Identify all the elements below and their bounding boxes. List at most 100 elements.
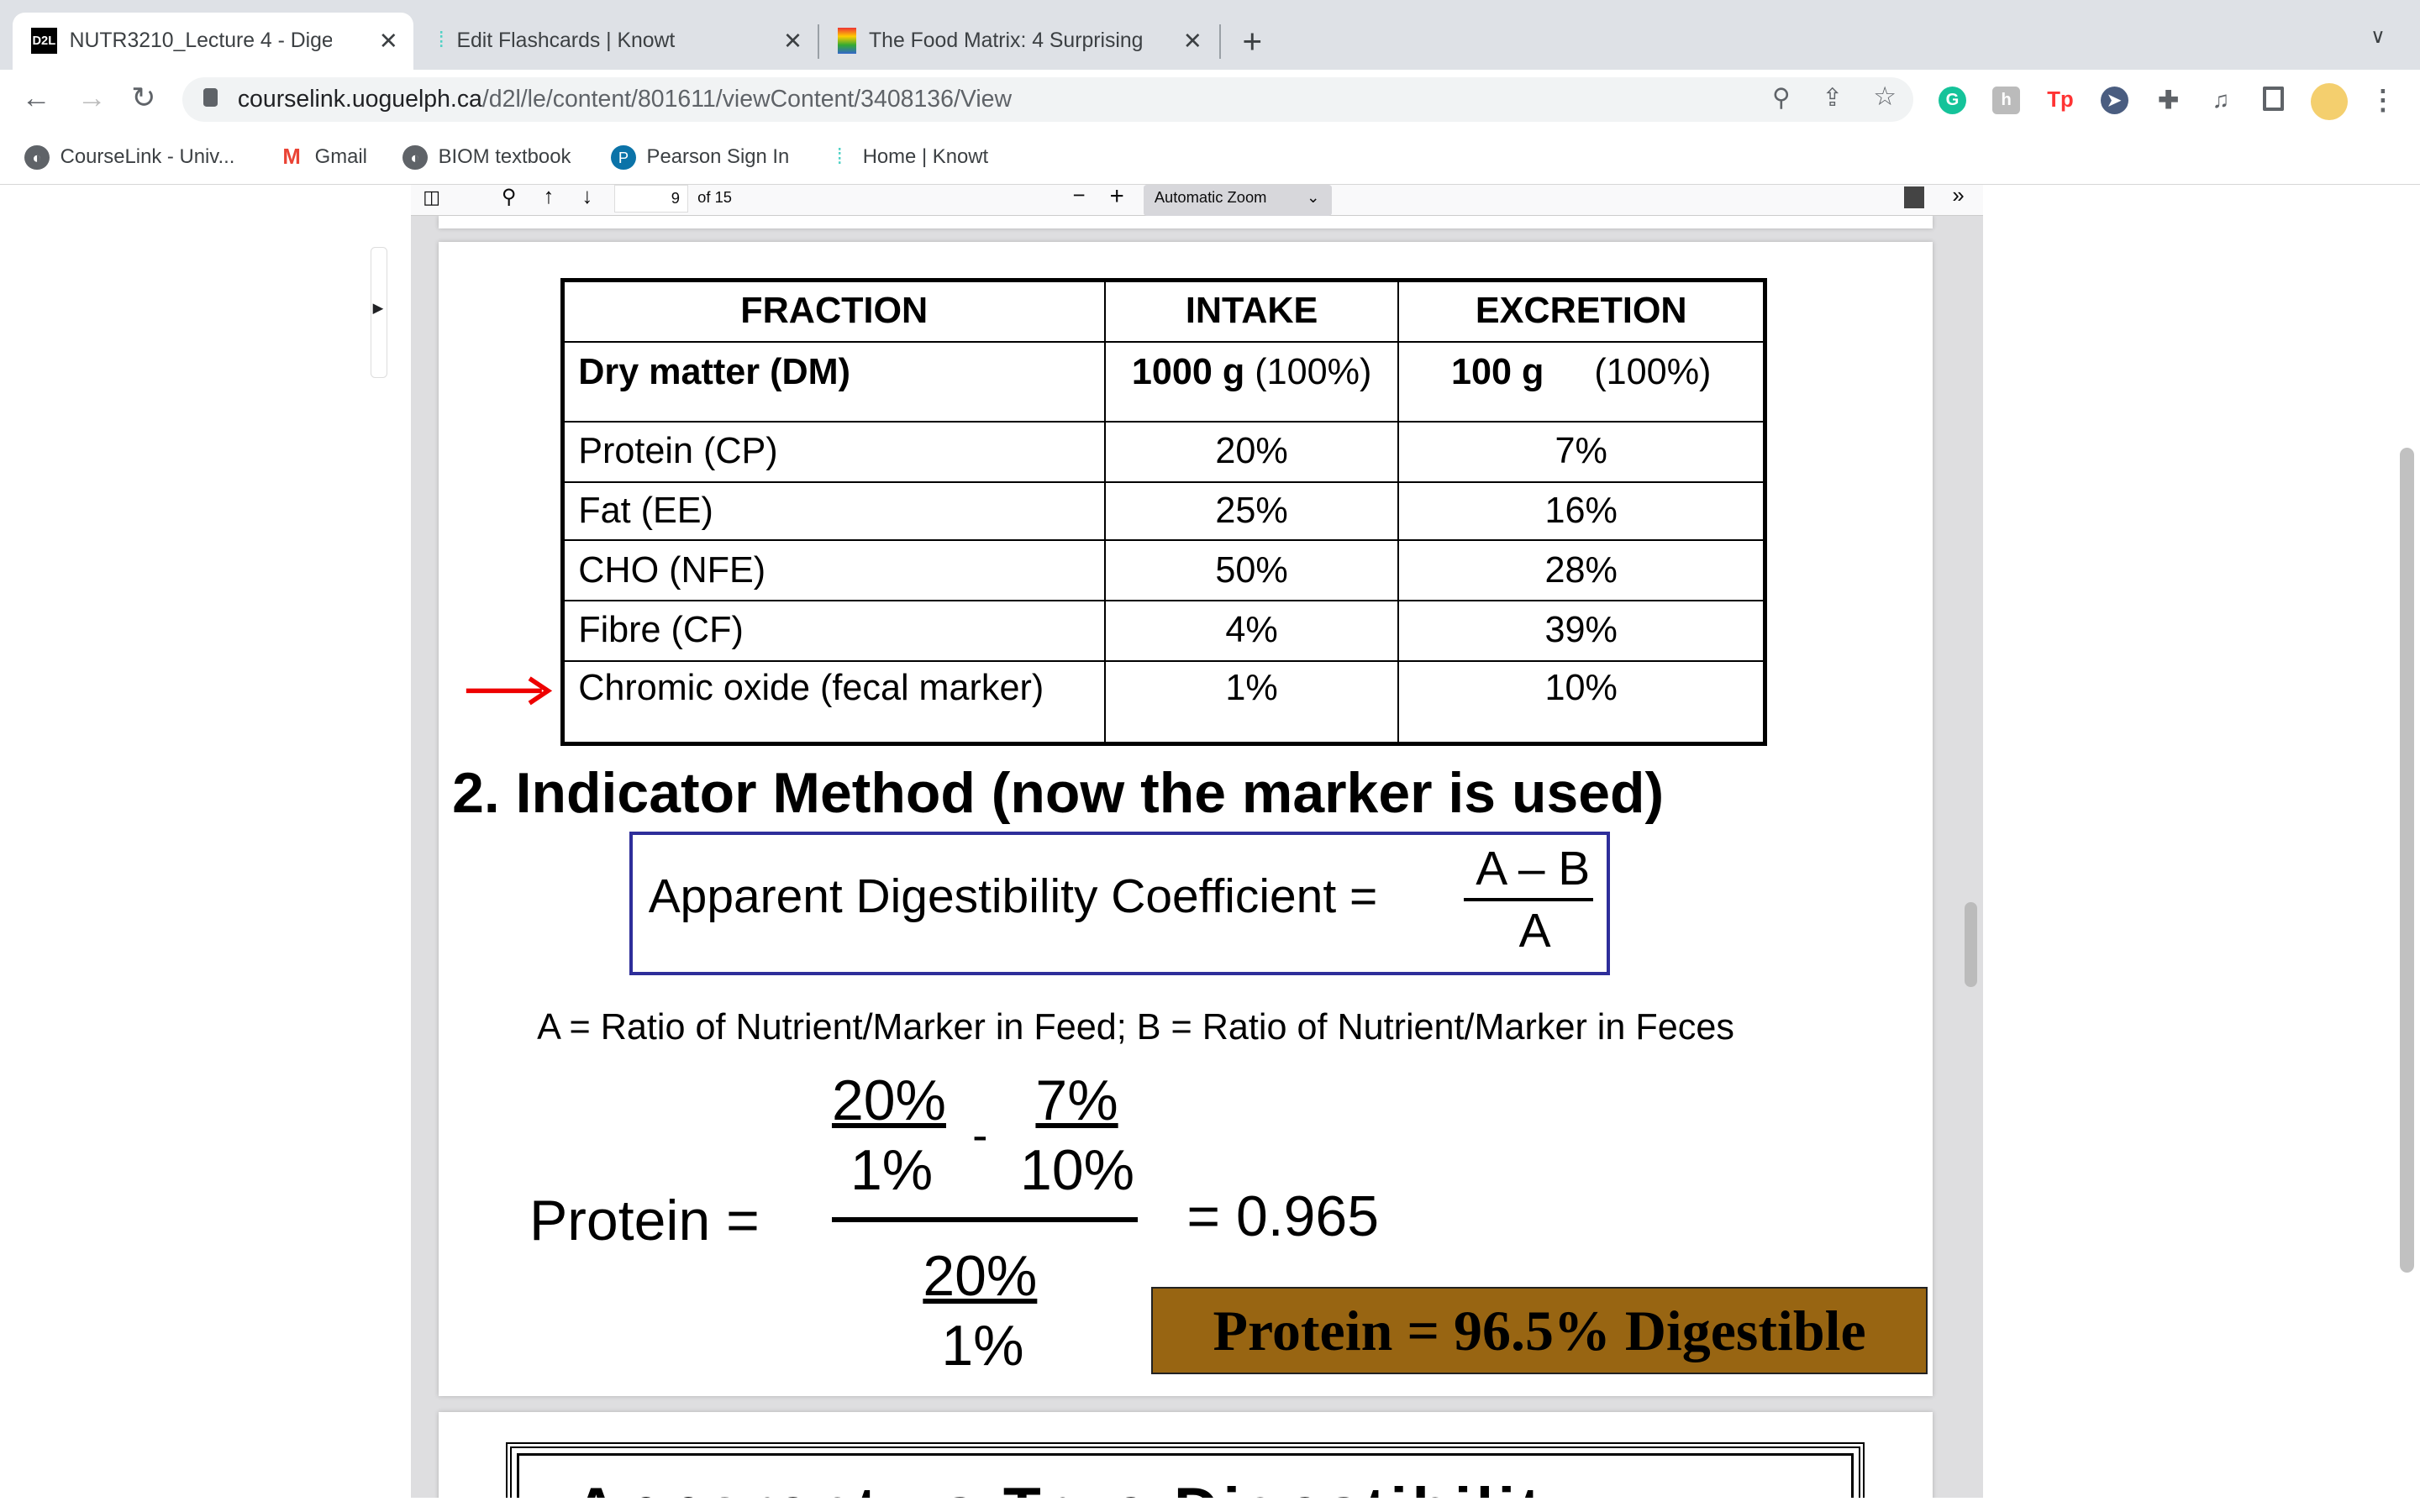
table-row-marker: Chromic oxide (fecal marker) 1% 10%	[561, 659, 1766, 745]
menu-kebab-icon[interactable]: ⋮	[2369, 85, 2397, 117]
extension-h-icon[interactable]: h	[1992, 86, 2021, 114]
find-icon[interactable]: ⚲	[501, 186, 517, 209]
bookmark-star-icon[interactable]: ☆	[1873, 81, 1897, 112]
calc-denominator-numerator: 20%	[923, 1244, 1038, 1309]
bookmark-label: Gmail	[314, 145, 367, 169]
next-slide-title-box: Apparent vs True Digestibility	[506, 1442, 1865, 1499]
cell-label: Chromic oxide (fecal marker)	[561, 659, 1106, 745]
header-fraction: FRACTION	[561, 279, 1106, 343]
zoom-select[interactable]: Automatic Zoom ⌄	[1143, 185, 1333, 217]
digestibility-table: FRACTION INTAKE EXCRETION Dry matter (DM…	[560, 277, 1768, 747]
tp-extension-icon[interactable]: Tp	[2047, 87, 2074, 112]
tab-title: The Food Matrix: 4 Surprising Secrets	[869, 29, 1147, 52]
extensions-puzzle-icon[interactable]: ✚	[2158, 86, 2179, 114]
cell-intake-amount: 1000 g	[1131, 351, 1245, 392]
bookmark-courselink[interactable]: ◐ CourseLink - Univ...	[24, 144, 234, 171]
pdf-scrollbar-thumb[interactable]	[1965, 902, 1977, 988]
calc-denominator-denominator: 1%	[941, 1314, 1024, 1378]
new-tab-button[interactable]: +	[1242, 21, 1263, 60]
tab-title: Edit Flashcards | Knowt	[456, 29, 676, 52]
bookmarks-bar: ◐ CourseLink - Univ... M Gmail ◐ BIOM textb…	[0, 129, 2420, 186]
bookmark-label: BIOM textbook	[438, 145, 571, 169]
tools-menu-icon[interactable]: »	[1952, 183, 1965, 207]
cell-label: Protein (CP)	[561, 421, 1106, 483]
header-intake: INTAKE	[1103, 279, 1400, 343]
cell-label: Fibre (CF)	[561, 600, 1106, 662]
address-bar[interactable]: courselink.uoguelph.ca/d2l/le/content/80…	[182, 76, 1914, 123]
close-tab-icon[interactable]: ✕	[378, 27, 398, 54]
cell-excretion: 7%	[1397, 421, 1766, 483]
page-number-input[interactable]: 9	[613, 185, 689, 213]
cell-excretion-pct: (100%)	[1594, 351, 1712, 392]
cursor-extension-icon[interactable]: ➤	[2100, 86, 2128, 114]
cell-excretion: 10%	[1397, 659, 1766, 745]
cell-intake: 4%	[1103, 600, 1400, 662]
calc-result: = 0.965	[1186, 1184, 1379, 1248]
tab-title: NUTR3210_Lecture 4 - Digestion	[69, 29, 332, 52]
cell-intake: 25%	[1103, 480, 1400, 542]
table-row-dry-matter: Dry matter (DM) 1000 g (100%) 100 g (100…	[561, 340, 1766, 423]
table-row: Fat (EE) 25% 16%	[561, 480, 1766, 542]
zoom-in-button[interactable]: +	[1109, 181, 1124, 210]
tab-knowt[interactable]: ⁞ Edit Flashcards | Knowt ✕	[420, 13, 818, 70]
conclusion-text: Protein = 96.5% Digestible	[1213, 1298, 1866, 1362]
calc-a-denominator: 1%	[850, 1137, 934, 1202]
section-heading: 2. Indicator Method (now the marker is u…	[452, 761, 1665, 826]
d2l-icon: D2L	[30, 28, 57, 55]
next-slide-title: Apparent vs True Digestibility	[574, 1473, 1584, 1499]
header-excretion: EXCRETION	[1397, 279, 1766, 343]
share-icon[interactable]: ⇪	[1822, 84, 1843, 113]
next-page-icon[interactable]: ↓	[581, 185, 593, 209]
definition-text: A = Ratio of Nutrient/Marker in Feed; B …	[537, 1007, 1734, 1048]
bookmark-knowt[interactable]: ⁞ Home | Knowt	[827, 144, 989, 170]
bookmark-gmail[interactable]: M Gmail	[279, 145, 367, 170]
pdf-page-10	[438, 1411, 1933, 1512]
globe-icon: ◐	[402, 144, 428, 171]
pearson-icon: P	[611, 144, 636, 171]
cell-intake: 20%	[1103, 421, 1400, 483]
cell-intake: 50%	[1103, 539, 1400, 602]
close-tab-icon[interactable]: ✕	[1182, 27, 1202, 54]
close-tab-icon[interactable]: ✕	[782, 27, 803, 54]
media-control-icon[interactable]: ♫	[2212, 87, 2230, 113]
bookmark-label: Home | Knowt	[862, 145, 989, 169]
page-scrollbar-thumb[interactable]	[2400, 447, 2414, 1273]
calc-a-numerator: 20%	[831, 1068, 946, 1132]
grammarly-icon[interactable]: G	[1938, 86, 1966, 114]
bookmark-pearson[interactable]: P Pearson Sign In	[611, 144, 789, 171]
cell-excretion-amount: 100 g	[1451, 351, 1544, 392]
cell-label: Fat (EE)	[561, 480, 1106, 542]
sidebar-toggle[interactable]: ▶	[370, 246, 387, 378]
globe-icon: ◐	[24, 144, 50, 171]
back-icon[interactable]: ←	[21, 81, 51, 115]
table-row: Fibre (CF) 4% 39%	[561, 600, 1766, 662]
knowt-icon: ⁞	[836, 144, 843, 169]
formula-label: Apparent Digestibility Coefficient =	[648, 869, 1378, 924]
conclusion-box: Protein = 96.5% Digestible	[1151, 1286, 1928, 1375]
tab-strip: D2L NUTR3210_Lecture 4 - Digestion ✕ ⁞ E…	[0, 0, 2420, 70]
tab-lecture[interactable]: D2L NUTR3210_Lecture 4 - Digestion ✕	[12, 12, 414, 70]
tab-search-chevron-icon[interactable]: ∨	[2370, 25, 2386, 49]
zoom-out-button[interactable]: −	[1072, 183, 1086, 207]
red-arrow-icon	[466, 676, 552, 706]
profile-avatar[interactable]	[2310, 83, 2348, 121]
cell-excretion: 39%	[1397, 600, 1766, 662]
side-panel-icon[interactable]	[2262, 86, 2285, 112]
table-header-row: FRACTION INTAKE EXCRETION	[561, 279, 1766, 343]
calc-minus: -	[972, 1108, 988, 1161]
zoom-icon[interactable]: ⚲	[1772, 84, 1791, 113]
reload-icon[interactable]: ↻	[131, 81, 156, 115]
cell-intake: 1%	[1103, 659, 1400, 745]
cell-label: CHO (NFE)	[561, 539, 1106, 602]
previous-page-icon[interactable]: ↑	[543, 185, 555, 209]
bookmark-biom[interactable]: ◐ BIOM textbook	[402, 144, 571, 171]
presentation-mode-icon[interactable]	[1904, 186, 1925, 208]
url-host: courselink.uoguelph.ca	[237, 85, 482, 113]
tab-food-matrix[interactable]: The Food Matrix: 4 Surprising Secrets ✕	[819, 13, 1218, 70]
forward-icon[interactable]: →	[76, 81, 107, 115]
formula-box: Apparent Digestibility Coefficient = A –…	[629, 831, 1610, 975]
pdf-page-previous	[438, 216, 1933, 228]
table-row: Protein (CP) 20% 7%	[561, 421, 1766, 483]
sidebar-toggle-icon[interactable]: ◫	[423, 186, 441, 208]
pdf-toolbar: ◫ ⚲ ↑ ↓ 9 of 15 − + Automatic Zoom ⌄ »	[410, 181, 1984, 217]
